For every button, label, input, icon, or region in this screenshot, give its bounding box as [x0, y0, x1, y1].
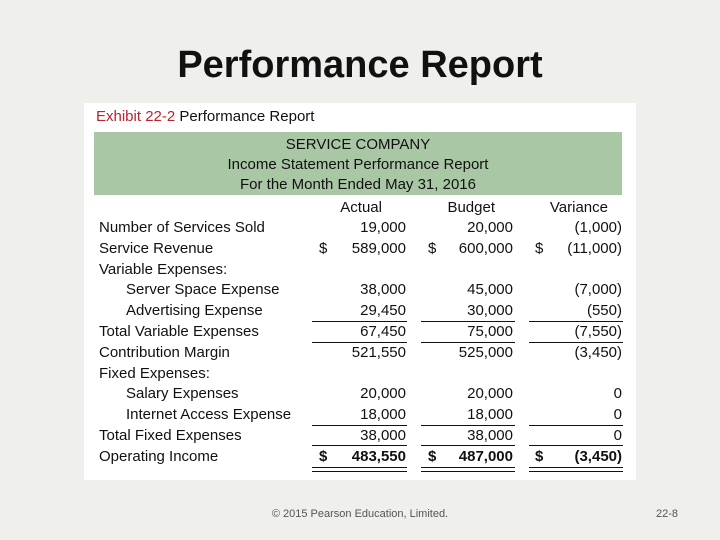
row-label: Operating Income [99, 448, 219, 465]
subtotal-rule [529, 321, 623, 322]
row-variance: 0 [613, 427, 622, 444]
row-actual: 589,000 [351, 240, 406, 257]
currency-symbol: $ [319, 448, 328, 465]
row-label: Server Space Expense [126, 281, 280, 298]
row-actual: 18,000 [360, 406, 406, 423]
subtotal-rule [421, 321, 515, 322]
currency-symbol: $ [319, 240, 328, 257]
currency-symbol: $ [535, 448, 544, 465]
row-budget: 38,000 [467, 427, 513, 444]
row-actual: 38,000 [360, 427, 406, 444]
row-label: Number of Services Sold [99, 219, 265, 236]
row-variance: (11,000) [567, 240, 622, 257]
row-actual: 521,550 [351, 344, 406, 361]
row-label: Total Variable Expenses [99, 323, 259, 340]
subtotal-rule [312, 445, 407, 446]
row-budget: 487,000 [458, 448, 513, 465]
row-actual: 38,000 [360, 281, 406, 298]
row-budget: 75,000 [467, 323, 513, 340]
slide-title: Performance Report [177, 44, 543, 86]
row-label: Salary Expenses [126, 385, 239, 402]
row-label: Total Fixed Expenses [99, 427, 242, 444]
row-variance: (7,550) [574, 323, 622, 340]
currency-symbol: $ [428, 448, 437, 465]
subtotal-rule [421, 342, 515, 343]
company-name: SERVICE COMPANY [285, 136, 431, 153]
statement-title: Income Statement Performance Report [227, 156, 489, 173]
copyright-footer: © 2015 Pearson Education, Limited. [271, 508, 449, 520]
row-actual: 67,450 [360, 323, 406, 340]
exhibit-caption: Exhibit 22-2 Performance Report [96, 108, 314, 125]
subtotal-rule [529, 425, 623, 426]
row-label: Advertising Expense [126, 302, 263, 319]
row-budget: 525,000 [458, 344, 513, 361]
statement-period: For the Month Ended May 31, 2016 [240, 176, 476, 193]
row-label: Contribution Margin [99, 344, 230, 361]
col-header-actual: Actual [340, 199, 382, 216]
row-variance: (7,000) [574, 281, 622, 298]
row-variance: 0 [613, 385, 622, 402]
row-variance: 0 [613, 406, 622, 423]
section-label: Fixed Expenses: [99, 365, 210, 382]
subtotal-rule [529, 445, 623, 446]
subtotal-rule [421, 445, 515, 446]
row-budget: 45,000 [467, 281, 513, 298]
row-budget: 18,000 [467, 406, 513, 423]
total-double-rule [312, 467, 407, 472]
row-actual: 20,000 [360, 385, 406, 402]
exhibit-title: Performance Report [179, 108, 315, 125]
row-actual: 19,000 [360, 219, 406, 236]
row-variance: (3,450) [574, 448, 622, 465]
row-label: Service Revenue [99, 240, 214, 257]
report-panel: Exhibit 22-2 Performance Report SERVICE … [84, 103, 636, 480]
total-double-rule [529, 467, 623, 472]
row-variance: (3,450) [574, 344, 622, 361]
col-header-budget: Budget [447, 199, 495, 216]
row-actual: 29,450 [360, 302, 406, 319]
row-budget: 20,000 [467, 219, 513, 236]
section-label: Variable Expenses: [99, 261, 228, 278]
col-header-variance: Variance [549, 199, 608, 216]
report-table: Actual Budget Variance Number of Service… [84, 103, 636, 480]
subtotal-rule [312, 321, 407, 322]
row-label: Internet Access Expense [126, 406, 292, 423]
row-variance: (550) [586, 302, 622, 319]
row-budget: 20,000 [467, 385, 513, 402]
row-budget: 600,000 [458, 240, 513, 257]
row-variance: (1,000) [574, 219, 622, 236]
exhibit-number: Exhibit 22-2 [96, 108, 176, 125]
report-header: SERVICE COMPANY Income Statement Perform… [94, 132, 622, 195]
row-budget: 30,000 [467, 302, 513, 319]
subtotal-rule [312, 342, 407, 343]
subtotal-rule [312, 425, 407, 426]
page-number: 22-8 [655, 508, 678, 520]
total-double-rule [421, 467, 515, 472]
row-actual: 483,550 [351, 448, 406, 465]
currency-symbol: $ [535, 240, 544, 257]
subtotal-rule [421, 425, 515, 426]
subtotal-rule [529, 342, 623, 343]
currency-symbol: $ [428, 240, 437, 257]
